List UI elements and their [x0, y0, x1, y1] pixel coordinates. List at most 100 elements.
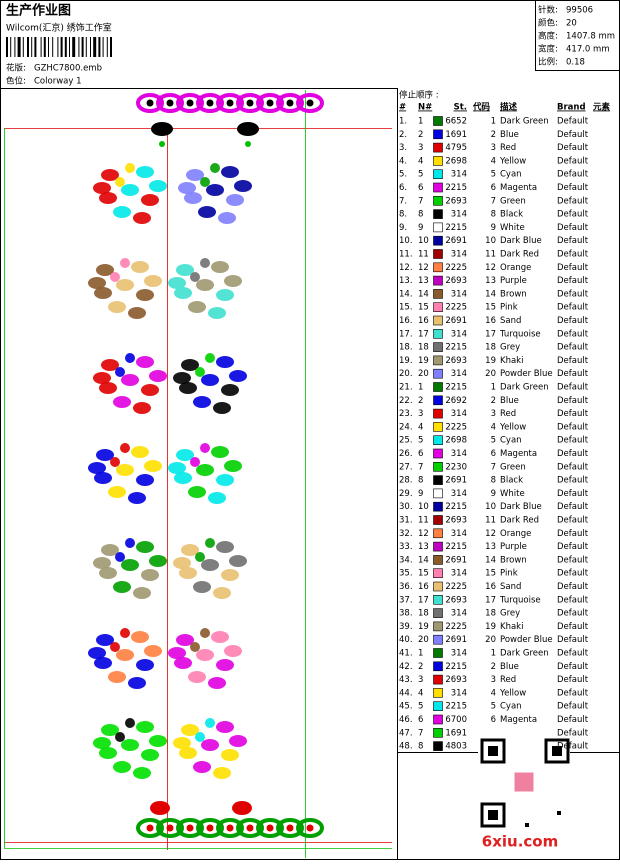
barcode-bar — [52, 37, 54, 57]
color-code: 20 — [485, 369, 496, 379]
stitch-code: 2693 — [445, 675, 467, 685]
brand: Default — [557, 117, 589, 127]
row-index: 4. — [399, 156, 407, 166]
chain-link — [156, 93, 184, 113]
color-code: 11 — [485, 516, 496, 526]
motif-part — [201, 374, 219, 386]
brand: Default — [557, 462, 589, 472]
row-index: 40. — [399, 635, 413, 645]
color-code: 14 — [485, 289, 496, 299]
chain-link — [296, 93, 324, 113]
qr-cell — [557, 811, 561, 815]
color-swatch — [433, 674, 443, 685]
brand: Default — [557, 409, 589, 419]
motif-part — [179, 382, 197, 394]
row-index: 19. — [399, 356, 413, 366]
color-swatch — [433, 528, 443, 539]
chain-dot — [286, 99, 294, 107]
needle-number: 2 — [418, 662, 423, 672]
color-description: Powder Blue — [500, 635, 553, 645]
motif-part — [113, 396, 131, 408]
needle-number: 7 — [418, 728, 423, 738]
motif-part — [196, 649, 214, 661]
color-code: 19 — [485, 622, 496, 632]
motif-part — [125, 538, 135, 548]
color-code: 1 — [491, 649, 496, 659]
color-description: Black — [500, 210, 523, 220]
color-description: Blue — [500, 396, 519, 406]
color-code: 3 — [491, 409, 496, 419]
needle-number: 15 — [418, 303, 429, 313]
stitch-code: 314 — [451, 250, 467, 260]
motif-part — [206, 184, 224, 196]
info-label: 针数: — [538, 5, 558, 16]
motif-part — [101, 544, 119, 556]
color-code: 4 — [491, 688, 496, 698]
motif-part — [136, 474, 154, 486]
row-index: 23. — [399, 409, 413, 419]
motif-part — [179, 567, 197, 579]
column-header: Brand — [557, 103, 586, 113]
color-swatch — [433, 714, 443, 725]
brand: Default — [557, 476, 589, 486]
color-swatch — [433, 328, 443, 339]
row-index: 44. — [399, 688, 413, 698]
needle-number: 6 — [418, 183, 423, 193]
needle-number: 6 — [418, 449, 423, 459]
stitch-code: 2215 — [445, 383, 467, 393]
color-description: Red — [500, 143, 516, 153]
motif-part — [216, 721, 234, 733]
brand: Default — [557, 383, 589, 393]
color-code: 5 — [491, 702, 496, 712]
stitch-code: 2693 — [445, 516, 467, 526]
color-code: 8 — [491, 476, 496, 486]
needle-number: 12 — [418, 529, 429, 539]
needle-number: 8 — [418, 476, 423, 486]
stitch-code: 314 — [451, 569, 467, 579]
chain-link — [216, 818, 244, 838]
needle-number: 19 — [418, 356, 429, 366]
color-code: 10 — [485, 502, 496, 512]
color-swatch — [433, 422, 443, 432]
motif-part — [193, 761, 211, 773]
color-code: 7 — [491, 462, 496, 472]
color-description: Grey — [500, 609, 520, 619]
needle-number: 15 — [418, 569, 429, 579]
color-swatch — [433, 648, 443, 658]
color-swatch — [433, 156, 443, 166]
motif-part — [133, 402, 151, 414]
needle-number: 5 — [418, 702, 423, 712]
color-swatch — [433, 275, 443, 286]
color-description: Dark Blue — [500, 502, 542, 512]
file-name: GZHC7800.emb — [34, 64, 102, 74]
motif-part — [173, 557, 191, 569]
motif-part — [120, 443, 130, 453]
brand: Default — [557, 742, 589, 752]
motif-part — [190, 642, 200, 652]
brand: Default — [557, 250, 589, 260]
needle-number: 2 — [418, 130, 423, 140]
chain-dot — [166, 99, 174, 107]
chain-dot — [306, 824, 314, 832]
color-description: Yellow — [499, 156, 526, 166]
chain-dot — [266, 824, 274, 832]
info-value: 20 — [566, 19, 577, 29]
color-description: Red — [500, 409, 516, 419]
needle-number: 9 — [418, 489, 423, 499]
stitch-code: 2691 — [445, 635, 467, 645]
stitch-code: 314 — [451, 609, 467, 619]
color-code: 15 — [485, 303, 496, 313]
motif-part — [93, 737, 111, 749]
row-index: 8. — [399, 210, 407, 220]
chain-link — [256, 818, 284, 838]
row-index: 33. — [399, 542, 413, 552]
barcode-bar — [34, 37, 37, 57]
motif-part — [188, 486, 206, 498]
brand: Default — [557, 702, 589, 712]
color-swatch — [433, 661, 443, 672]
motif-part — [168, 462, 186, 474]
stitch-code: 2693 — [445, 196, 467, 206]
stitch-code: 6700 — [445, 715, 467, 725]
chain-link — [136, 93, 164, 113]
color-description: Yellow — [499, 688, 526, 698]
